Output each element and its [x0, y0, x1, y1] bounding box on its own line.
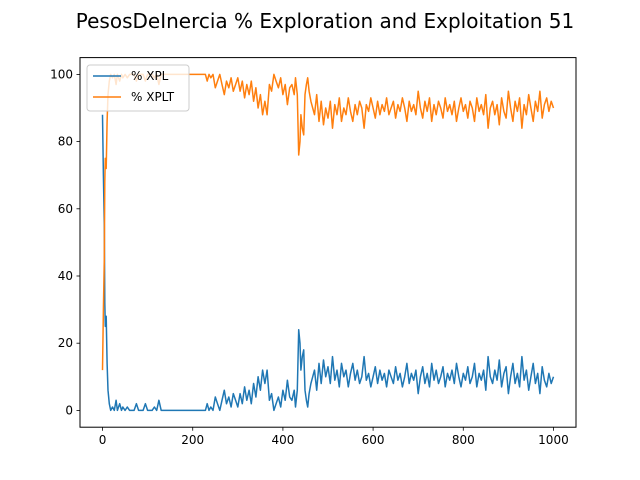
y-tick-label: 100 [50, 67, 73, 81]
plot-area [101, 73, 555, 412]
y-tick-label: 0 [65, 403, 73, 417]
axes-frame [79, 57, 577, 428]
y-tick-label: 80 [58, 135, 73, 149]
series-line-2 [101, 73, 555, 371]
series-line-1 [101, 114, 555, 412]
x-tick-label: 400 [271, 433, 294, 447]
y-tick-label: 20 [58, 336, 73, 350]
legend-label-1: % XPL [131, 69, 169, 83]
x-tick-label: 600 [362, 433, 385, 447]
chart-title: PesosDeInercia % Exploration and Exploit… [76, 9, 574, 33]
x-tick-label: 200 [181, 433, 204, 447]
x-tick-label: 0 [99, 433, 107, 447]
y-tick-label: 40 [58, 269, 73, 283]
legend-label-2: % XPLT [131, 90, 175, 104]
y-axis: 0 20 40 60 80 100 [50, 67, 80, 417]
x-tick-label: 800 [452, 433, 475, 447]
x-axis: 0 200 400 600 800 1000 [99, 427, 569, 447]
x-tick-label: 1000 [538, 433, 569, 447]
y-tick-label: 60 [58, 202, 73, 216]
legend: % XPL % XPLT [86, 64, 190, 112]
